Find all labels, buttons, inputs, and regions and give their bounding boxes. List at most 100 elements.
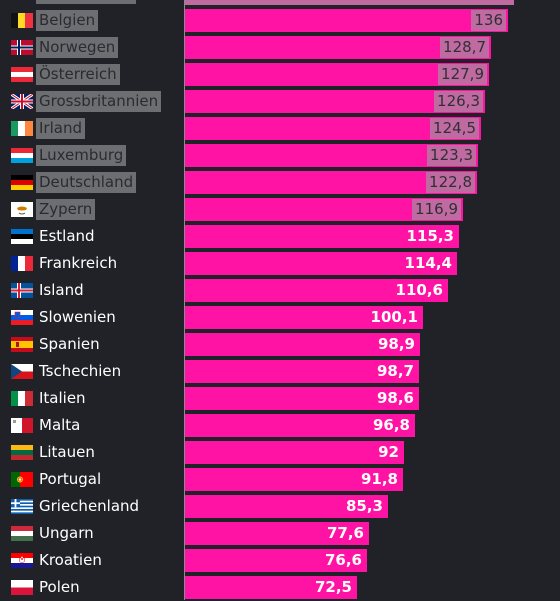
category-label: Portugal xyxy=(39,470,102,488)
flag-portugal-icon xyxy=(11,472,33,487)
category-label: Litauen xyxy=(39,443,95,461)
flag-france-icon xyxy=(11,256,33,271)
flag-lithuania-icon xyxy=(11,445,33,460)
category-label: Spanien xyxy=(39,335,100,353)
flag-norway-icon xyxy=(11,40,33,55)
data-label: 92 xyxy=(378,443,399,461)
category-label: Malta xyxy=(39,416,81,434)
flag-luxembourg-icon xyxy=(11,148,33,163)
category-label: Zypern xyxy=(36,199,96,220)
chart-row: Slowenien 100,1 xyxy=(0,304,560,331)
category-label: Island xyxy=(39,281,84,299)
category-label: Frankreich xyxy=(39,254,118,272)
bar xyxy=(185,252,457,275)
category-label: Tschechien xyxy=(39,362,122,380)
data-label: 127,9 xyxy=(438,64,487,85)
category-label: Italien xyxy=(39,389,86,407)
chart-row: Belgien 136 xyxy=(0,7,560,34)
chart-row-clipped xyxy=(0,0,560,7)
chart-row: Polen 72,5 xyxy=(0,574,560,601)
bar xyxy=(185,360,419,383)
data-label: 114,4 xyxy=(404,254,452,272)
data-label: 76,6 xyxy=(324,551,362,569)
category-label: Grossbritannien xyxy=(36,91,162,112)
category-label: Ungarn xyxy=(39,524,94,542)
chart-row: Österreich 127,9 xyxy=(0,61,560,88)
flag-hungary-icon xyxy=(11,526,33,541)
flag-estonia-icon xyxy=(11,229,33,244)
chart-row: Zypern 116,9 xyxy=(0,196,560,223)
bar xyxy=(185,522,369,545)
data-label: 123,3 xyxy=(427,145,476,166)
data-label: 136 xyxy=(471,10,506,31)
data-label: 98,6 xyxy=(376,389,414,407)
data-label: 128,7 xyxy=(440,37,489,58)
flag-ireland-icon xyxy=(11,121,33,136)
bar xyxy=(185,576,357,599)
bar xyxy=(185,9,508,32)
chart-row: Estland 115,3 xyxy=(0,223,560,250)
chart-row: Malta 96,8 xyxy=(0,412,560,439)
flag-poland-icon xyxy=(11,580,33,595)
chart-row: Kroatien 76,6 xyxy=(0,547,560,574)
data-label: 98,7 xyxy=(376,362,414,380)
data-label: 72,5 xyxy=(314,578,352,596)
bar xyxy=(185,171,477,194)
bar xyxy=(185,198,463,221)
category-label: Norwegen xyxy=(36,37,119,58)
flag-slovenia-icon xyxy=(11,310,33,325)
chart-row: Island 110,6 xyxy=(0,277,560,304)
flag-iceland-icon xyxy=(11,283,33,298)
flag-spain-icon xyxy=(11,337,33,352)
chart-row: Ungarn 77,6 xyxy=(0,520,560,547)
data-label: 115,3 xyxy=(406,227,454,245)
data-label: 96,8 xyxy=(372,416,410,434)
chart-row: Spanien 98,9 xyxy=(0,331,560,358)
flag-germany-icon xyxy=(11,175,33,190)
chart-row: Italien 98,6 xyxy=(0,385,560,412)
category-label: Irland xyxy=(36,118,85,139)
flag-belgium-icon xyxy=(11,13,33,28)
category-label-clipped xyxy=(36,0,136,4)
category-label: Kroatien xyxy=(39,551,102,569)
data-label: 126,3 xyxy=(434,91,483,112)
chart-row: Norwegen 128,7 xyxy=(0,34,560,61)
bar xyxy=(185,495,388,518)
category-label: Luxemburg xyxy=(36,145,127,166)
category-label: Österreich xyxy=(36,64,120,85)
chart-row: Luxemburg 123,3 xyxy=(0,142,560,169)
chart-row: Portugal 91,8 xyxy=(0,466,560,493)
category-label: Estland xyxy=(39,227,95,245)
chart-row: Griechenland 85,3 xyxy=(0,493,560,520)
chart-row: Deutschland 122,8 xyxy=(0,169,560,196)
data-label: 98,9 xyxy=(377,335,415,353)
bar xyxy=(185,90,485,113)
category-label: Polen xyxy=(39,578,80,596)
chart-row: Tschechien 98,7 xyxy=(0,358,560,385)
chart-row: Frankreich 114,4 xyxy=(0,250,560,277)
bar xyxy=(185,468,403,491)
flag-czechia-icon xyxy=(11,364,33,379)
bar xyxy=(185,306,423,329)
bar xyxy=(185,333,420,356)
data-label: 77,6 xyxy=(326,524,364,542)
chart-row: Grossbritannien 126,3 xyxy=(0,88,560,115)
bar xyxy=(185,225,459,248)
flag-austria-icon xyxy=(11,67,33,82)
category-label: Deutschland xyxy=(36,172,137,193)
bar xyxy=(185,63,489,86)
flag-greece-icon xyxy=(11,499,33,514)
flag-uk-icon xyxy=(11,94,33,109)
category-label: Belgien xyxy=(36,10,99,31)
category-label: Griechenland xyxy=(39,497,140,515)
flag-croatia-icon xyxy=(11,553,33,568)
category-label: Slowenien xyxy=(39,308,116,326)
bar xyxy=(185,387,419,410)
bar xyxy=(185,441,404,464)
bar xyxy=(185,279,448,302)
bar xyxy=(185,549,367,572)
bar xyxy=(185,36,491,59)
value-axis-line xyxy=(184,0,185,600)
data-label: 122,8 xyxy=(426,172,475,193)
